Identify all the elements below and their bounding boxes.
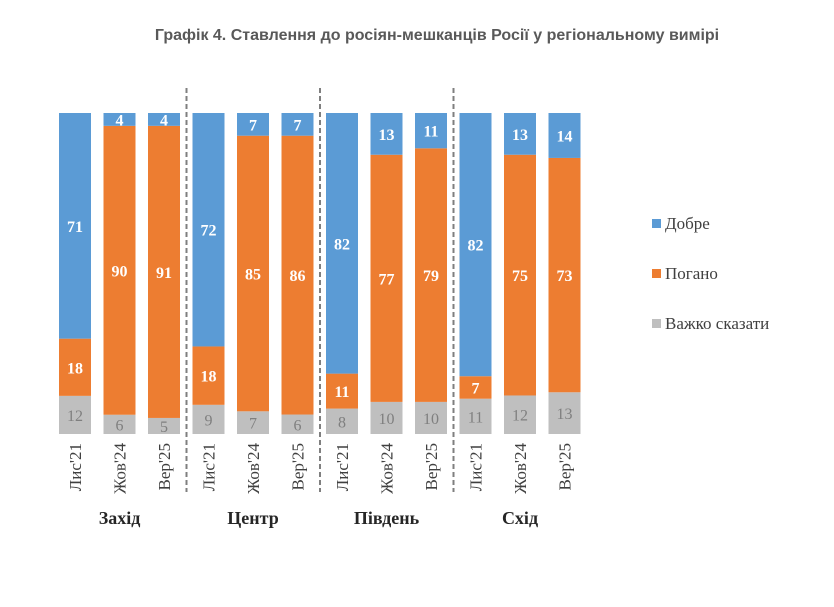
data-label: 13 bbox=[379, 127, 395, 144]
data-label: 7 bbox=[249, 416, 257, 433]
bar-segment bbox=[192, 404, 225, 434]
bar-segment bbox=[59, 113, 91, 339]
bar-segment bbox=[103, 414, 136, 434]
data-label: 4 bbox=[116, 112, 124, 129]
x-tick-label: Вер'25 bbox=[155, 443, 174, 490]
group-label: Центр bbox=[227, 508, 278, 528]
group-label: Схід bbox=[502, 508, 538, 528]
x-tick-label: Вер'25 bbox=[289, 443, 308, 490]
legend-swatch bbox=[652, 219, 661, 228]
bar-segment bbox=[148, 113, 180, 126]
data-label: 10 bbox=[423, 411, 439, 428]
data-label: 18 bbox=[201, 369, 217, 386]
data-label: 86 bbox=[290, 268, 306, 285]
bar-segment bbox=[237, 135, 269, 412]
data-label: 75 bbox=[512, 268, 528, 285]
bar-segment bbox=[459, 113, 492, 377]
x-tick-label: Жов'24 bbox=[378, 443, 397, 494]
group-label: Захід bbox=[99, 508, 141, 528]
data-label: 7 bbox=[472, 380, 480, 397]
bar-segment bbox=[370, 154, 403, 402]
bar-segment bbox=[415, 401, 447, 434]
bar-segment bbox=[459, 398, 492, 434]
bar-segment bbox=[548, 157, 581, 393]
data-label: 11 bbox=[423, 124, 438, 141]
data-label: 18 bbox=[67, 360, 83, 377]
data-label: 10 bbox=[379, 411, 395, 428]
bar-segment bbox=[148, 417, 180, 434]
x-tick-label: Вер'25 bbox=[422, 443, 441, 490]
x-tick-label: Лис'21 bbox=[467, 443, 486, 491]
data-label: 7 bbox=[249, 117, 257, 134]
legend-label: Погано bbox=[665, 264, 718, 283]
data-label: 5 bbox=[160, 419, 168, 436]
data-label: 7 bbox=[294, 117, 302, 134]
data-label: 72 bbox=[201, 223, 217, 240]
bar-segment bbox=[370, 113, 403, 155]
data-label: 6 bbox=[294, 417, 302, 434]
group-label: Південь bbox=[354, 508, 420, 528]
x-tick-label: Жов'24 bbox=[244, 443, 263, 494]
x-tick-label: Жов'24 bbox=[111, 443, 130, 494]
bar-segment bbox=[548, 392, 581, 434]
data-label: 13 bbox=[512, 127, 528, 144]
bar-segment bbox=[192, 113, 225, 347]
data-label: 73 bbox=[557, 268, 573, 285]
data-label: 4 bbox=[160, 112, 168, 129]
x-tick-label: Лис'21 bbox=[200, 443, 219, 491]
data-label: 13 bbox=[557, 406, 573, 423]
bar-segment bbox=[504, 154, 536, 396]
bar-segment bbox=[415, 148, 447, 402]
x-tick-label: Вер'25 bbox=[556, 443, 575, 490]
data-label: 82 bbox=[334, 236, 350, 253]
data-label: 71 bbox=[67, 219, 83, 236]
data-label: 91 bbox=[156, 265, 172, 282]
bar-segment bbox=[548, 113, 581, 158]
data-label: 82 bbox=[468, 238, 484, 255]
bar-segment bbox=[504, 395, 536, 434]
data-label: 90 bbox=[112, 263, 128, 280]
bar-segment bbox=[281, 414, 314, 434]
bar-segment bbox=[237, 113, 269, 136]
legend-label: Добре bbox=[665, 214, 710, 233]
bar-segment bbox=[326, 373, 358, 409]
bar-segment bbox=[504, 113, 536, 155]
data-label: 8 bbox=[338, 414, 346, 431]
bar-segment bbox=[281, 135, 314, 415]
chart-title: Графік 4. Ставлення до росіян-мешканців … bbox=[154, 27, 720, 44]
data-label: 14 bbox=[557, 128, 573, 145]
bar-segment bbox=[103, 113, 136, 126]
bar-segment bbox=[326, 408, 358, 434]
bar-segment bbox=[148, 125, 180, 418]
x-tick-label: Лис'21 bbox=[333, 443, 352, 491]
data-label: 79 bbox=[423, 268, 439, 285]
bar-segment bbox=[59, 338, 91, 396]
bar-segment bbox=[415, 113, 447, 149]
data-label: 6 bbox=[116, 417, 124, 434]
bar-segment bbox=[326, 113, 358, 374]
data-label: 12 bbox=[67, 408, 83, 425]
bar-segment bbox=[192, 346, 225, 405]
data-label: 9 bbox=[205, 412, 213, 429]
x-tick-label: Жов'24 bbox=[511, 443, 530, 494]
bar-segment bbox=[281, 113, 314, 136]
data-label: 11 bbox=[468, 409, 483, 426]
bar-segment bbox=[59, 395, 91, 434]
bar-segment bbox=[459, 376, 492, 399]
bar-segment bbox=[370, 401, 403, 434]
data-label: 12 bbox=[512, 408, 528, 425]
x-tick-label: Лис'21 bbox=[66, 443, 85, 491]
legend-swatch bbox=[652, 269, 661, 278]
legend-swatch bbox=[652, 319, 661, 328]
data-label: 77 bbox=[379, 271, 395, 288]
data-label: 11 bbox=[334, 384, 349, 401]
bar-segment bbox=[103, 125, 136, 415]
data-label: 85 bbox=[245, 267, 261, 284]
legend-label: Важко сказати bbox=[665, 314, 769, 333]
bar-segment bbox=[237, 411, 269, 434]
